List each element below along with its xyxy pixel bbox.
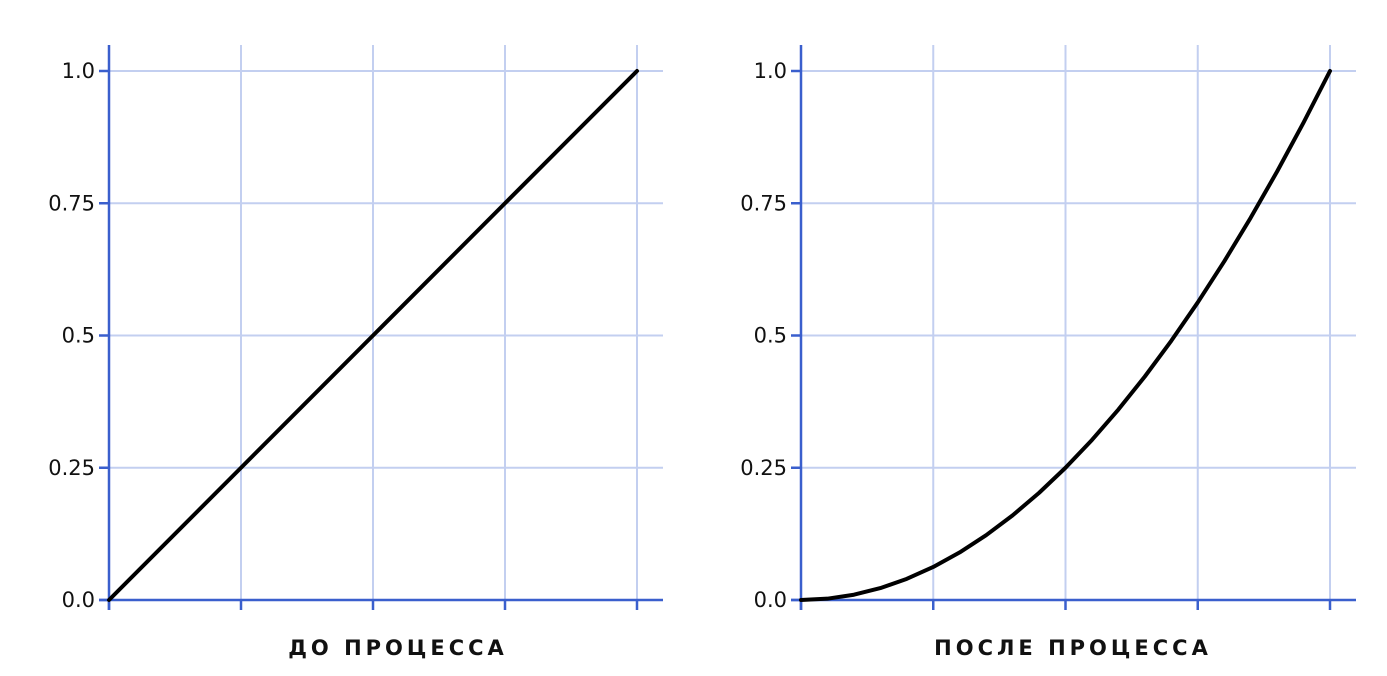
y-tick-label: 0.5: [62, 324, 95, 348]
y-tick-label: 1.0: [62, 59, 95, 83]
chart-after-process: 0.0 0.25 0.5 0.75 1.0 ПОСЛЕ ПРОЦЕССА: [740, 45, 1356, 660]
y-tick-label: 0.5: [754, 324, 787, 348]
chart-before-process: 0.0 0.25 0.5 0.75 1.0 ДО ПРОЦЕССА: [48, 45, 663, 660]
y-tick-label: 0.0: [62, 588, 95, 612]
y-tick-label: 1.0: [754, 59, 787, 83]
x-axis-label: ДО ПРОЦЕССА: [288, 636, 508, 660]
x-axis-label: ПОСЛЕ ПРОЦЕССА: [934, 636, 1212, 660]
series-line: [107, 69, 639, 602]
y-tick-label: 0.0: [754, 588, 787, 612]
y-tick-label: 0.25: [740, 456, 787, 480]
y-tick-label: 0.75: [48, 191, 95, 215]
y-tick-label: 0.25: [48, 456, 95, 480]
series-line: [799, 69, 1332, 602]
y-tick-label: 0.75: [740, 191, 787, 215]
